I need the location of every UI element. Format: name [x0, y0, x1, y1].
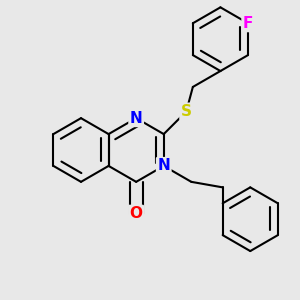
- Text: S: S: [181, 104, 192, 119]
- Text: O: O: [130, 206, 143, 221]
- Text: N: N: [130, 111, 142, 126]
- Text: F: F: [243, 16, 253, 31]
- Text: N: N: [158, 158, 170, 173]
